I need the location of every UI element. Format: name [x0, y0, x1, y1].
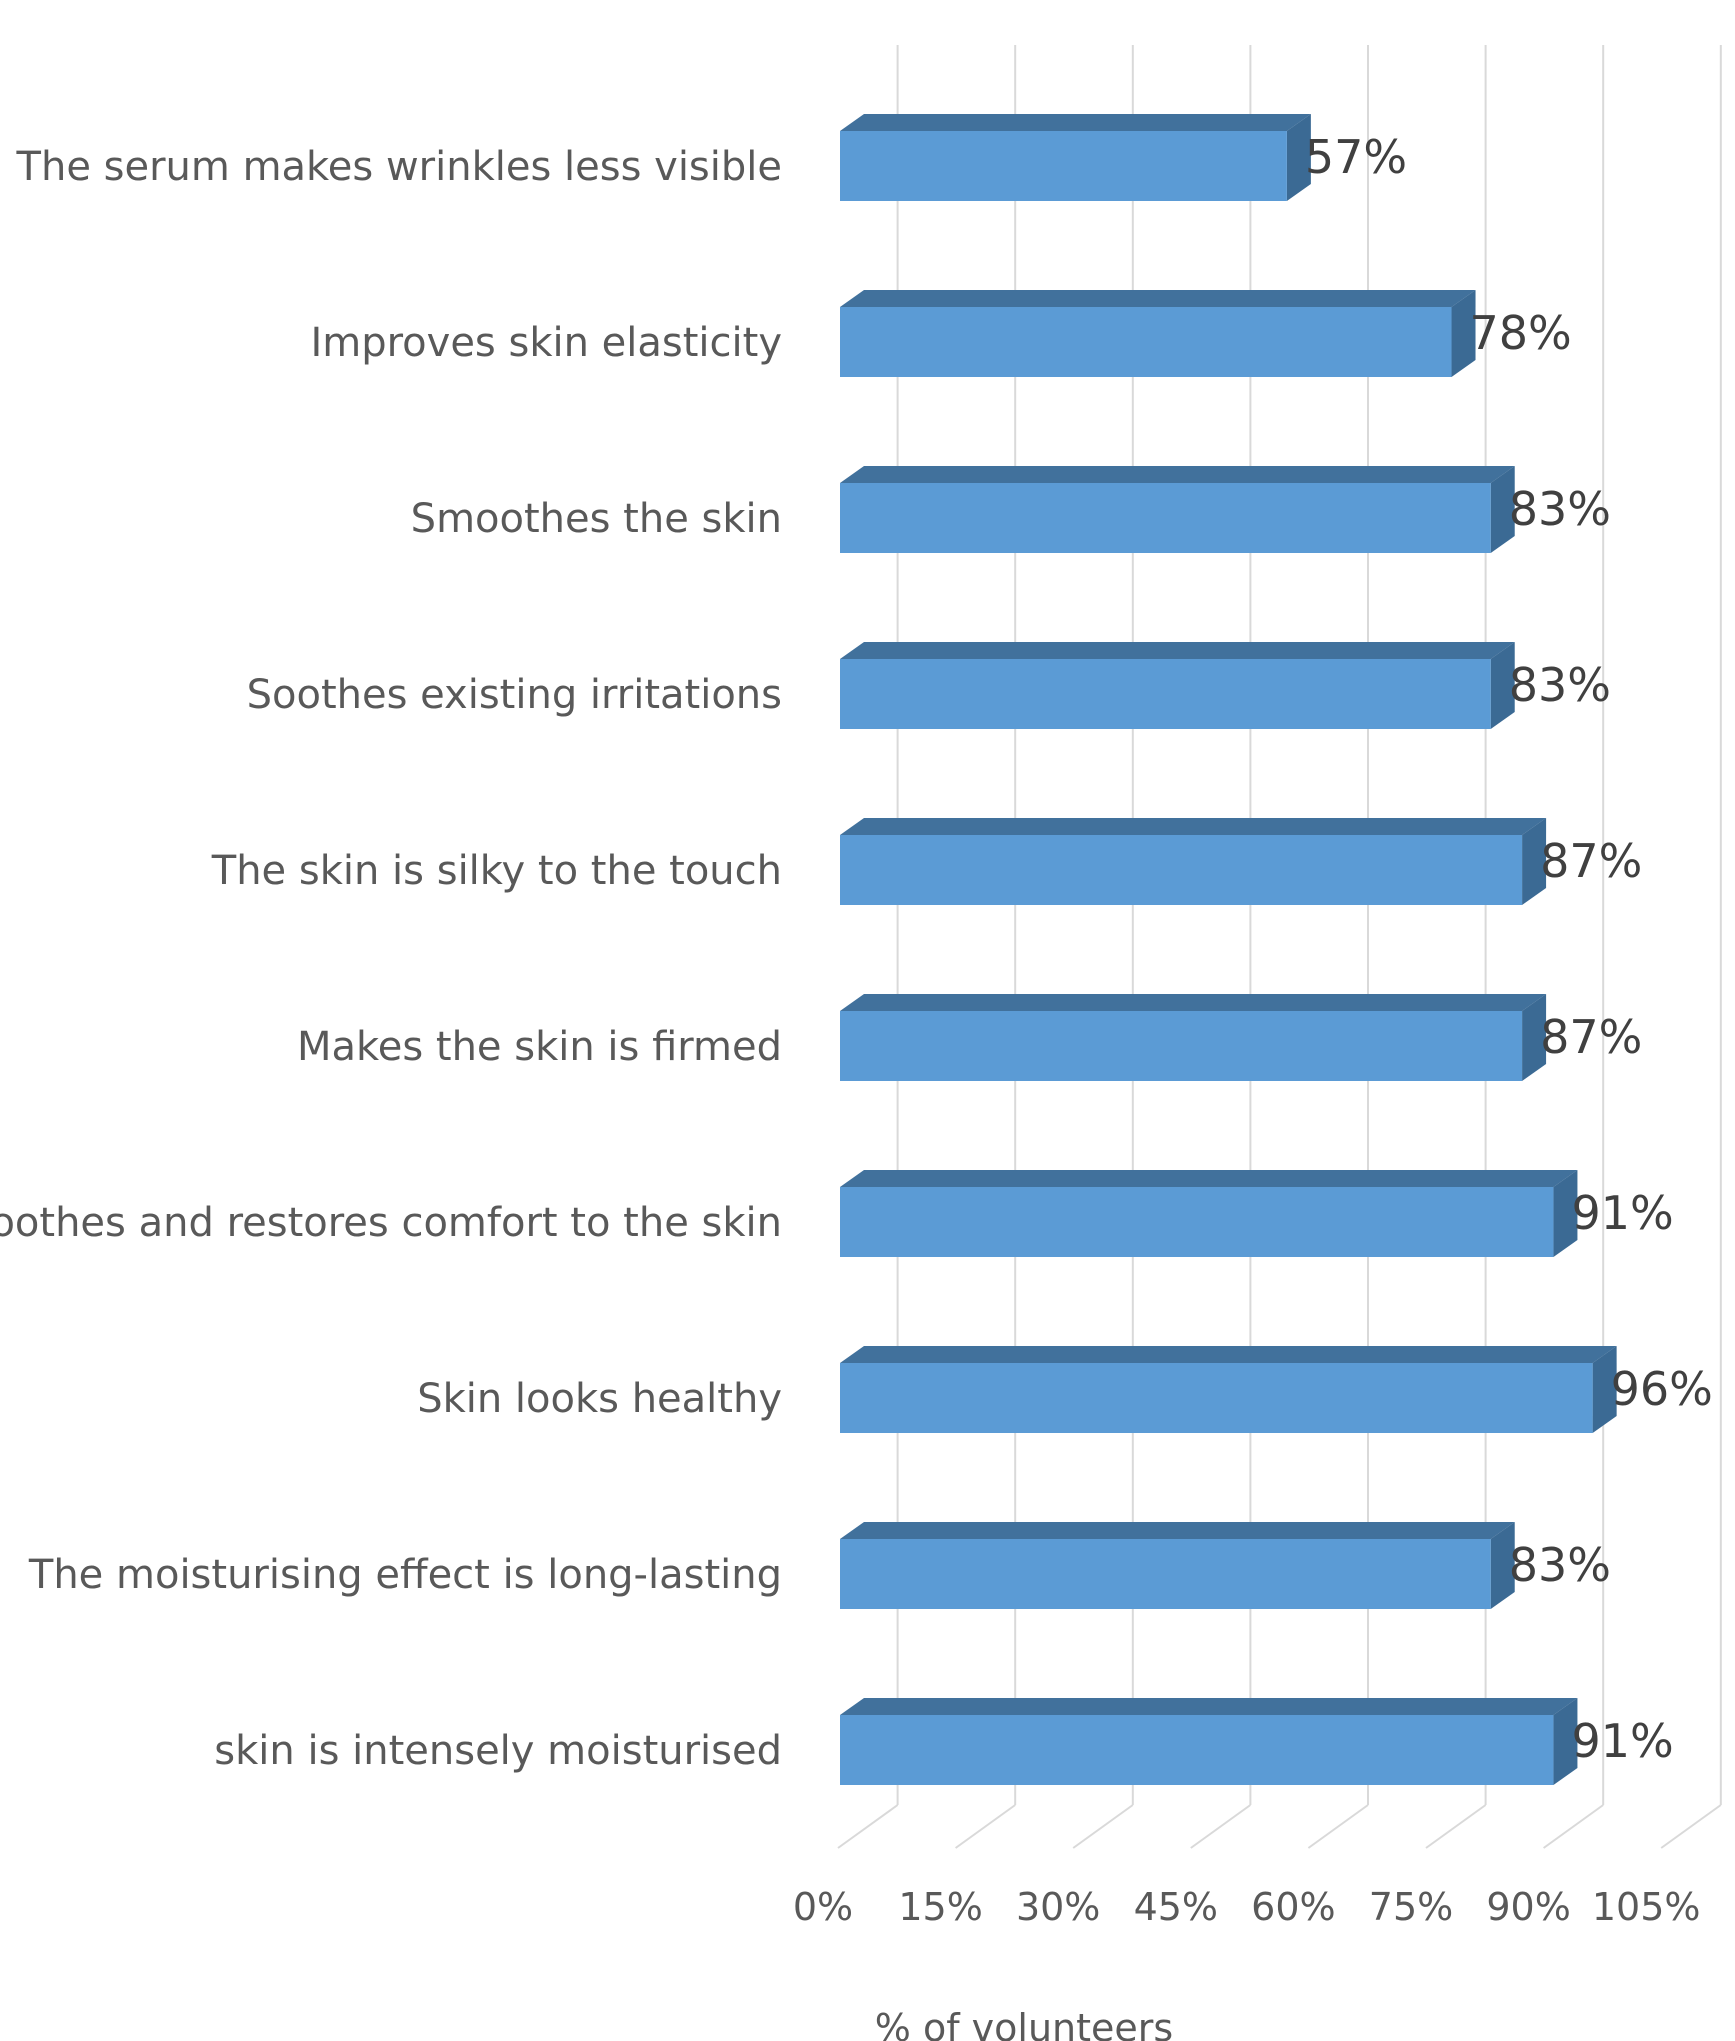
category-label: Skin looks healthy [417, 1376, 782, 1422]
bar-front [840, 131, 1287, 201]
x-tick-label: 15% [898, 1885, 982, 1929]
floor-grid-line [1543, 1804, 1604, 1849]
category-label: Soothes and restores comfort to the skin [0, 1200, 782, 1246]
data-label: 83% [1509, 1538, 1611, 1592]
bar-front [840, 835, 1523, 905]
bar-side [1553, 1170, 1578, 1257]
bar-top [840, 466, 1515, 483]
floor-grid-line [1190, 1804, 1251, 1849]
x-axis-title: % of volunteers [875, 2006, 1173, 2041]
bar-side [1592, 1346, 1617, 1433]
bar-front [840, 307, 1452, 377]
bar-top [840, 1698, 1578, 1715]
bar [840, 290, 1476, 377]
x-tick-label: 30% [1016, 1885, 1100, 1929]
data-label: 78% [1470, 306, 1572, 360]
bar-front [840, 1011, 1523, 1081]
bar [840, 1698, 1578, 1785]
bar [840, 466, 1515, 553]
x-tick-label: 0% [793, 1885, 853, 1929]
bar [840, 1346, 1617, 1433]
x-tick-label: 45% [1134, 1885, 1218, 1929]
bars [840, 114, 1617, 1785]
category-label: Soothes existing irritations [247, 672, 782, 718]
bar [840, 1170, 1578, 1257]
bar-top [840, 818, 1547, 835]
bar-top [840, 290, 1476, 307]
bar-front [840, 1715, 1554, 1785]
bar [840, 818, 1547, 905]
floor-grid-line [837, 1804, 899, 1849]
category-label: skin is intensely moisturised [214, 1728, 782, 1774]
bar-side [1553, 1698, 1578, 1785]
bar-top [840, 642, 1515, 659]
floor-grid-line [1072, 1804, 1134, 1849]
category-label: The skin is silky to the touch [211, 848, 782, 894]
bar-side [1451, 290, 1476, 377]
bar-front [840, 1187, 1554, 1257]
bar [840, 642, 1515, 729]
bar [840, 114, 1311, 201]
data-label: 91% [1571, 1186, 1673, 1240]
floor-grid-line [955, 1804, 1016, 1849]
x-tick-label: 60% [1251, 1885, 1335, 1929]
bar-side [1490, 466, 1515, 553]
bar-front [840, 1539, 1491, 1609]
bar-top [840, 1346, 1617, 1363]
x-axis-tick-labels: 0% 15% 30% 45% 60% 75% 90% 105% [793, 1885, 1701, 1929]
bar-side [1522, 994, 1547, 1081]
bar-side [1286, 114, 1311, 201]
x-tick-label: 90% [1486, 1885, 1570, 1929]
bar-side [1522, 818, 1547, 905]
data-label: 83% [1509, 482, 1611, 536]
bar-front [840, 1363, 1593, 1433]
data-label: 57% [1305, 130, 1407, 184]
bar-top [840, 1170, 1578, 1187]
bar-side [1490, 1522, 1515, 1609]
data-label: 96% [1611, 1362, 1713, 1416]
bar [840, 994, 1547, 1081]
bar-top [840, 994, 1547, 1011]
category-label: Smoothes the skin [411, 496, 782, 542]
floor-grid-line [1425, 1804, 1487, 1849]
bar-front [840, 483, 1491, 553]
category-label: Improves skin elasticity [310, 320, 782, 366]
bar [840, 1522, 1515, 1609]
bar-side [1490, 642, 1515, 729]
bar-top [840, 1522, 1515, 1539]
x-tick-label: 105% [1592, 1885, 1701, 1929]
value-labels: 57% 78% 83% 83% 87% 87% 91% 96% 83% 91% [1305, 130, 1713, 1768]
data-label: 83% [1509, 658, 1611, 712]
data-label: 87% [1540, 834, 1642, 888]
category-label: The serum makes wrinkles less visible [16, 144, 782, 190]
data-label: 91% [1571, 1714, 1673, 1768]
bar-front [840, 659, 1491, 729]
floor-grid-line [1307, 1804, 1369, 1849]
bar-top [840, 114, 1311, 131]
category-label: The moisturising effect is long-lasting [28, 1552, 782, 1598]
floor-grid-line [1660, 1804, 1722, 1849]
category-labels: The serum makes wrinkles less visible Imp… [0, 144, 782, 1774]
category-label: Makes the skin is firmed [297, 1024, 782, 1070]
x-tick-label: 75% [1369, 1885, 1453, 1929]
data-label: 87% [1540, 1010, 1642, 1064]
